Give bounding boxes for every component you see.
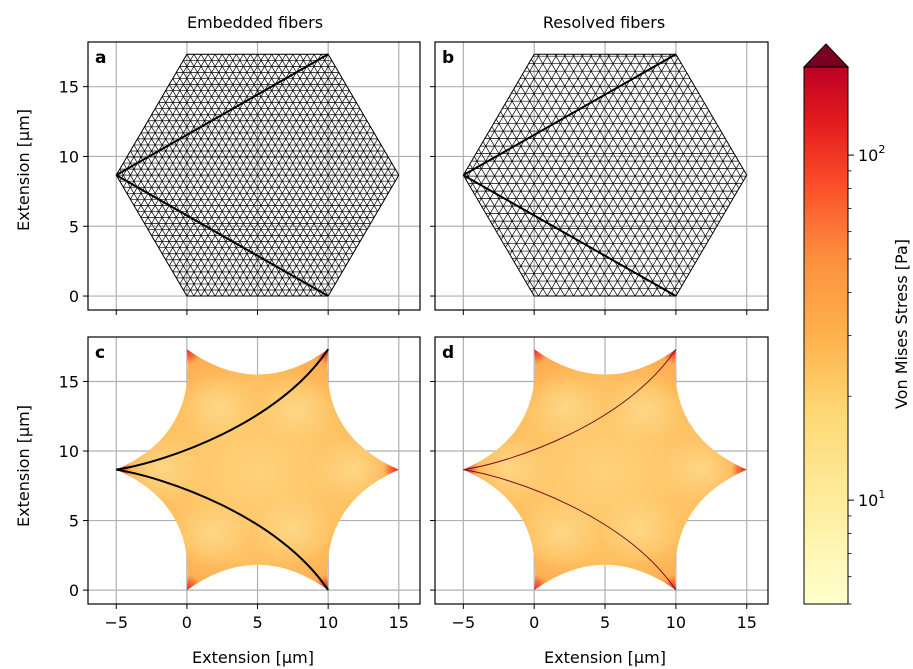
stress-lobe — [661, 435, 742, 504]
y-axis-label-top: Extension [µm] — [14, 109, 33, 231]
mesh-lines — [116, 54, 399, 297]
stress-lobe — [177, 372, 258, 441]
mesh — [463, 54, 747, 297]
colorbar-extend-arrow — [802, 43, 850, 68]
stress-lobe — [600, 496, 681, 565]
x-axis-label-left: Extension [µm] — [192, 648, 314, 667]
mesh-lines — [463, 54, 747, 297]
panel-letter: b — [442, 48, 454, 68]
plot-content — [462, 53, 748, 297]
x-tick-label: 0 — [182, 613, 192, 632]
x-tick-label: 5 — [600, 613, 610, 632]
stress-lobe — [604, 375, 685, 444]
x-tick-label: 10 — [666, 613, 686, 632]
x-tick-label: −5 — [104, 613, 128, 632]
panel-b: b — [430, 41, 769, 315]
x-tick-label: 5 — [252, 613, 262, 632]
y-tick-label: 5 — [69, 217, 79, 236]
fiber-line — [115, 53, 329, 177]
panel-letter: a — [95, 48, 106, 68]
x-axis-label-right: Extension [µm] — [544, 648, 666, 667]
panel-letter: d — [442, 343, 454, 363]
panel-frame — [87, 336, 421, 605]
y-axis-label-bottom: Extension [µm] — [14, 405, 33, 527]
panel-c: −5 0 5 10 15 0 5 10 15 c — [59, 336, 421, 632]
stress-lobe — [313, 435, 394, 504]
plot-content — [115, 53, 400, 297]
fiber-curve — [116, 468, 329, 591]
stress-lobe — [468, 435, 549, 504]
panel-frame — [434, 336, 769, 605]
x-tick-label: 15 — [389, 613, 409, 632]
fiber-curve — [116, 348, 330, 471]
stress-lobe — [172, 500, 253, 569]
fiber-line — [115, 174, 329, 297]
y-tick-label: 10 — [59, 147, 79, 166]
mesh — [116, 54, 399, 297]
x-tick-label: 0 — [529, 613, 539, 632]
y-tick-label: 15 — [59, 373, 79, 392]
colorbar-ticks: 101 102 — [848, 143, 885, 605]
stress-lobe — [257, 375, 338, 444]
stress-lobe — [519, 500, 600, 569]
stress-lobe — [525, 372, 606, 441]
y-tick-label: 0 — [69, 287, 79, 306]
y-tick-label: 10 — [59, 442, 79, 461]
panel-frame — [434, 41, 769, 311]
colorbar-label: Von Mises Stress [Pa] — [892, 239, 911, 409]
x-tick-label: 15 — [737, 613, 757, 632]
x-tick-label: 10 — [318, 613, 338, 632]
colorbar-gradient — [803, 66, 849, 605]
colorbar-tick-label: 101 — [858, 488, 885, 510]
colorbar-tick-label: 102 — [858, 143, 885, 165]
col-title-left: Embedded fibers — [187, 13, 323, 32]
stress-lobe — [252, 496, 333, 565]
fiber-line — [462, 53, 677, 177]
panel-letter: c — [95, 343, 105, 363]
y-tick-label: 15 — [59, 78, 79, 97]
y-tick-label: 5 — [69, 512, 79, 531]
fiber-curve — [463, 348, 677, 471]
panel-a: 0 5 10 15 a — [59, 41, 421, 315]
panel-frame — [87, 41, 421, 311]
colorbar: 101 102 Von Mises Stress [Pa] — [802, 43, 911, 605]
panel-d: −5 0 5 10 15 d — [430, 336, 769, 632]
col-title-right: Resolved fibers — [543, 13, 665, 32]
fiber-curve — [463, 469, 677, 591]
x-tick-label: −5 — [452, 613, 476, 632]
y-tick-label: 0 — [69, 581, 79, 600]
stress-lobe — [121, 435, 202, 504]
fiber-line — [462, 174, 677, 297]
